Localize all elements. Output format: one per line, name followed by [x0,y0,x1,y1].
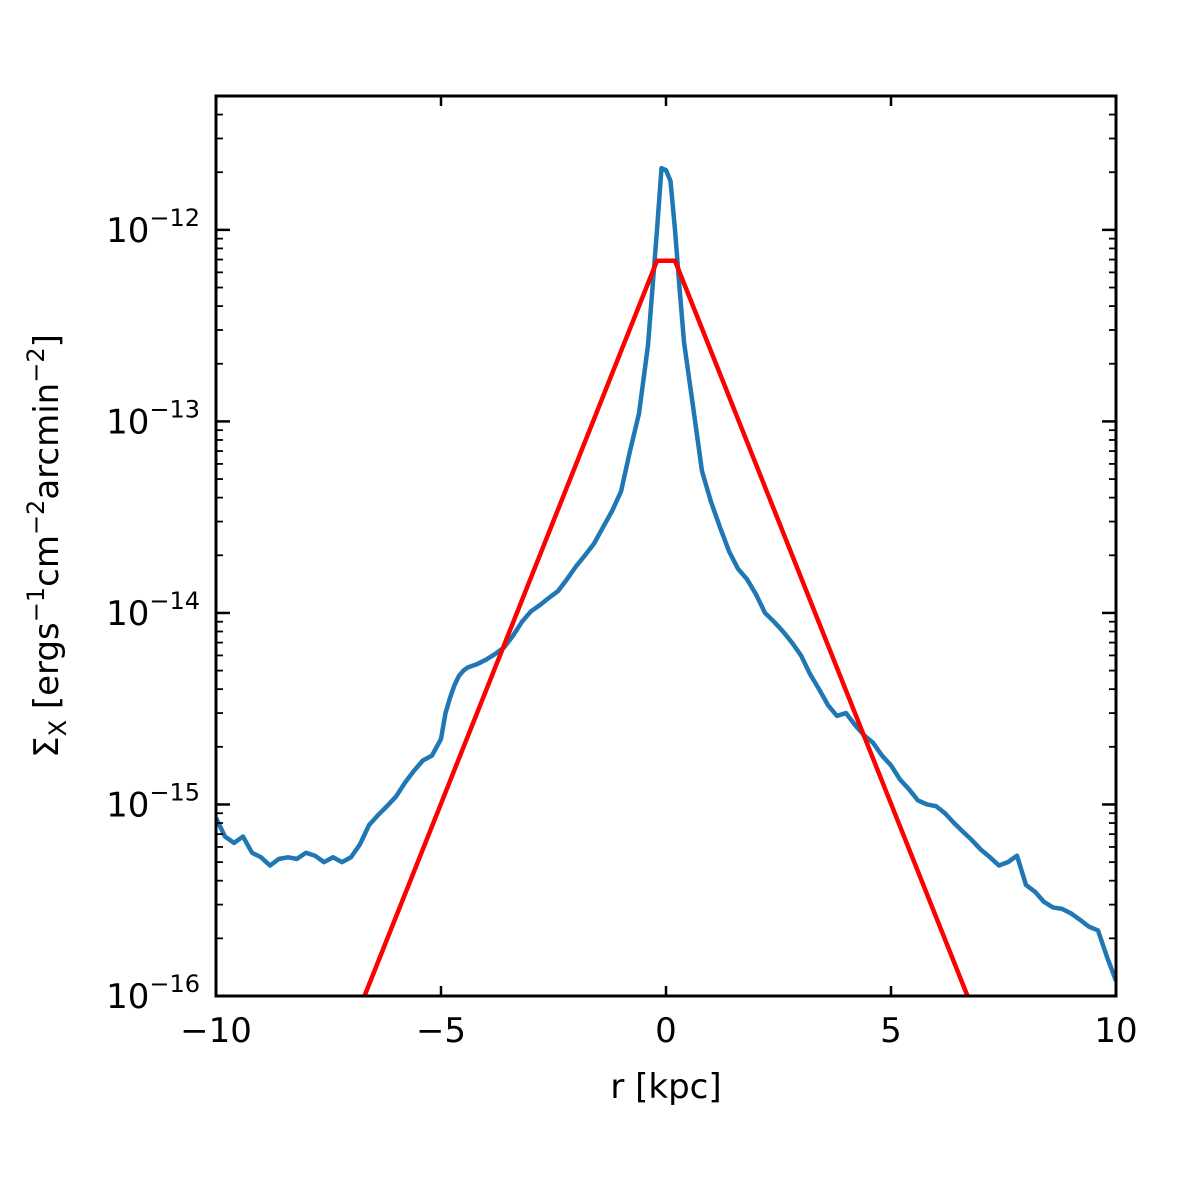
plot-frame [214,94,1118,998]
y-label-bracket-open: [ [27,696,67,720]
y-axis-label: ΣX [ergs−1cm−2arcmin−2] [22,334,72,758]
series-layer [216,165,1116,996]
y-label-bracket-close: ] [27,334,67,347]
y-label-exp-cm: −2 [22,500,50,535]
y-label-subscript: X [44,720,72,736]
y-label-unit-ergs: ergs [27,622,67,696]
x-tick-label: −10 [180,1011,252,1051]
y-label-unit-cm: cm [27,535,67,587]
series-line-0 [216,165,1116,982]
x-axis-label: r [kpc] [610,1067,721,1107]
y-label-exp-ergs: −1 [22,587,50,622]
y-label-unit-arcmin: arcmin [27,383,67,500]
y-tick-label: 10−16 [106,970,200,1017]
y-label-exp-arcmin: −2 [22,347,50,382]
x-tick-label: −5 [416,1011,466,1051]
y-tick-label: 10−14 [106,587,200,634]
y-tick-label: 10−15 [106,778,200,825]
x-tick-label: 0 [655,1011,677,1051]
labels-layer: −10 −5 0 5 10 10−16 10−15 10−14 10−13 10−12 [106,204,1138,1051]
y-label-symbol: Σ [27,736,67,757]
x-tick-label: 5 [880,1011,902,1051]
series-line-1 [362,258,970,996]
x-tick-label: 10 [1094,1011,1137,1051]
y-tick-label: 10−12 [106,204,200,251]
y-tick-label: 10−13 [106,395,200,442]
